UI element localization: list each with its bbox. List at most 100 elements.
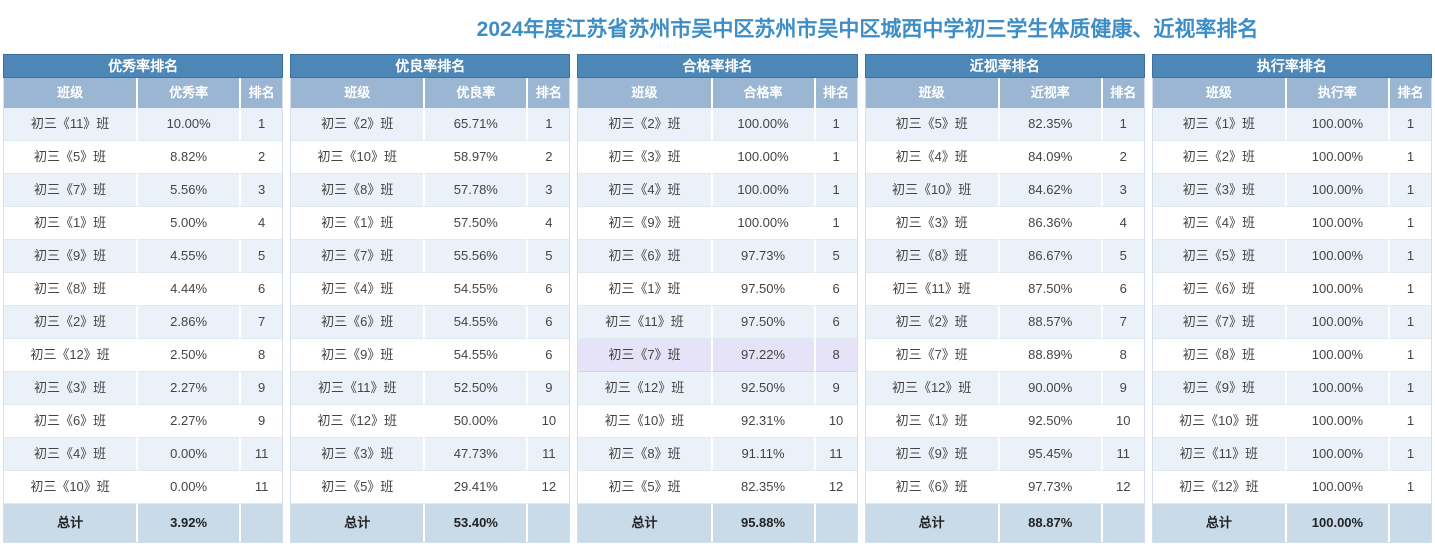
class-cell: 初三《6》班: [865, 471, 998, 504]
table-row[interactable]: 初三《12》班 50.00% 10: [291, 405, 570, 438]
table-row[interactable]: 初三《6》班 100.00% 1: [1152, 273, 1432, 306]
column-header: 执行率: [1284, 78, 1388, 108]
table-row[interactable]: 初三《3》班 100.00% 1: [1152, 174, 1432, 207]
table-row[interactable]: 初三《9》班 4.55% 5: [4, 240, 283, 273]
table-row[interactable]: 初三《7》班 100.00% 1: [1152, 306, 1432, 339]
ranking-tables-row: 优秀率排名 班级 优秀率 排名 初三《11》班 10.00% 1 初三《5》班 8.82% 2 初三…: [0, 43, 1435, 543]
table-row[interactable]: 初三《10》班 84.62% 3: [865, 174, 1144, 207]
table-row[interactable]: 初三《10》班 100.00% 1: [1152, 405, 1432, 438]
rank-cell: 2: [239, 141, 283, 174]
table-row[interactable]: 初三《12》班 90.00% 9: [865, 372, 1144, 405]
table-row[interactable]: 初三《11》班 52.50% 9: [291, 372, 570, 405]
table-row[interactable]: 初三《1》班 5.00% 4: [4, 207, 283, 240]
table-row[interactable]: 初三《11》班 87.50% 6: [865, 273, 1144, 306]
table-row[interactable]: 初三《4》班 84.09% 2: [865, 141, 1144, 174]
rank-cell: 4: [526, 207, 570, 240]
rank-cell: 11: [1100, 438, 1144, 471]
class-cell: 初三《3》班: [1152, 174, 1285, 207]
table-row[interactable]: 初三《9》班 100.00% 1: [1152, 372, 1432, 405]
class-cell: 初三《2》班: [578, 108, 711, 141]
table-row[interactable]: 初三《5》班 82.35% 1: [865, 108, 1144, 141]
class-cell: 初三《6》班: [291, 306, 424, 339]
table-row[interactable]: 初三《1》班 92.50% 10: [865, 405, 1144, 438]
rank-table: 优良率排名 班级 优良率 排名 初三《2》班 65.71% 1 初三《10》班 58.97% 2 初…: [290, 54, 571, 543]
table-row[interactable]: 初三《5》班 100.00% 1: [1152, 240, 1432, 273]
table-row[interactable]: 初三《8》班 100.00% 1: [1152, 339, 1432, 372]
rate-cell: 95.45%: [997, 438, 1101, 471]
table-row[interactable]: 初三《6》班 2.27% 9: [4, 405, 283, 438]
table-row[interactable]: 初三《9》班 100.00% 1: [578, 207, 857, 240]
table-row[interactable]: 初三《8》班 57.78% 3: [291, 174, 570, 207]
rate-cell: 100.00%: [1284, 471, 1388, 504]
table-row[interactable]: 初三《3》班 47.73% 11: [291, 438, 570, 471]
rate-cell: 82.35%: [997, 108, 1101, 141]
table-row[interactable]: 初三《3》班 2.27% 9: [4, 372, 283, 405]
class-cell: 初三《5》班: [578, 471, 711, 504]
column-header: 班级: [865, 78, 998, 108]
class-cell: 初三《8》班: [578, 438, 711, 471]
rank-cell: 5: [239, 240, 283, 273]
table-row[interactable]: 初三《6》班 97.73% 12: [865, 471, 1144, 504]
class-cell: 初三《2》班: [4, 306, 137, 339]
table-row[interactable]: 初三《12》班 92.50% 9: [578, 372, 857, 405]
table-row[interactable]: 初三《2》班 100.00% 1: [1152, 141, 1432, 174]
table-row[interactable]: 初三《10》班 0.00% 11: [4, 471, 283, 504]
column-header: 优良率: [423, 78, 527, 108]
table-row[interactable]: 初三《5》班 29.41% 12: [291, 471, 570, 504]
table-row[interactable]: 初三《12》班 2.50% 8: [4, 339, 283, 372]
table-row[interactable]: 初三《3》班 86.36% 4: [865, 207, 1144, 240]
rank-cell: 3: [1100, 174, 1144, 207]
class-cell: 初三《6》班: [4, 405, 137, 438]
rank-cell: 11: [239, 438, 283, 471]
table-row[interactable]: 初三《2》班 2.86% 7: [4, 306, 283, 339]
table-row[interactable]: 初三《2》班 88.57% 7: [865, 306, 1144, 339]
table-row[interactable]: 初三《2》班 65.71% 1: [291, 108, 570, 141]
table-row[interactable]: 初三《11》班 100.00% 1: [1152, 438, 1432, 471]
table-row[interactable]: 初三《7》班 97.22% 8: [578, 339, 857, 372]
table-row[interactable]: 初三《2》班 100.00% 1: [578, 108, 857, 141]
table-row[interactable]: 初三《1》班 97.50% 6: [578, 273, 857, 306]
table-row[interactable]: 初三《11》班 97.50% 6: [578, 306, 857, 339]
table-row[interactable]: 初三《8》班 91.11% 11: [578, 438, 857, 471]
table-row[interactable]: 初三《1》班 57.50% 4: [291, 207, 570, 240]
table-row[interactable]: 初三《4》班 100.00% 1: [1152, 207, 1432, 240]
table-row[interactable]: 初三《4》班 100.00% 1: [578, 174, 857, 207]
rank-cell: 7: [239, 306, 283, 339]
table-row[interactable]: 初三《7》班 88.89% 8: [865, 339, 1144, 372]
class-cell: 初三《1》班: [578, 273, 711, 306]
table-row[interactable]: 初三《10》班 58.97% 2: [291, 141, 570, 174]
table-row[interactable]: 初三《7》班 5.56% 3: [4, 174, 283, 207]
total-row: 总计 88.87%: [865, 504, 1144, 542]
table-row[interactable]: 初三《6》班 97.73% 5: [578, 240, 857, 273]
rate-cell: 97.50%: [710, 306, 814, 339]
rate-cell: 88.57%: [997, 306, 1101, 339]
rank-cell: 12: [1100, 471, 1144, 504]
class-cell: 初三《3》班: [291, 438, 424, 471]
table-row[interactable]: 初三《12》班 100.00% 1: [1152, 471, 1432, 504]
table-row[interactable]: 初三《9》班 54.55% 6: [291, 339, 570, 372]
table-row[interactable]: 初三《7》班 55.56% 5: [291, 240, 570, 273]
table-row[interactable]: 初三《5》班 8.82% 2: [4, 141, 283, 174]
table-row[interactable]: 初三《4》班 0.00% 11: [4, 438, 283, 471]
table-row[interactable]: 初三《5》班 82.35% 12: [578, 471, 857, 504]
rank-cell: 1: [1387, 240, 1432, 273]
table-row[interactable]: 初三《3》班 100.00% 1: [578, 141, 857, 174]
table-row[interactable]: 初三《8》班 86.67% 5: [865, 240, 1144, 273]
total-rank-cell: [526, 504, 570, 542]
table-row[interactable]: 初三《10》班 92.31% 10: [578, 405, 857, 438]
table-row[interactable]: 初三《11》班 10.00% 1: [4, 108, 283, 141]
rank-cell: 8: [1100, 339, 1144, 372]
table-row[interactable]: 初三《9》班 95.45% 11: [865, 438, 1144, 471]
rate-cell: 2.86%: [136, 306, 240, 339]
rank-cell: 6: [813, 273, 857, 306]
total-rank-cell: [1100, 504, 1144, 542]
table-row[interactable]: 初三《6》班 54.55% 6: [291, 306, 570, 339]
rate-cell: 100.00%: [1284, 174, 1388, 207]
total-value-cell: 100.00%: [1284, 504, 1388, 542]
table-row[interactable]: 初三《8》班 4.44% 6: [4, 273, 283, 306]
table-row[interactable]: 初三《1》班 100.00% 1: [1152, 108, 1432, 141]
table-row[interactable]: 初三《4》班 54.55% 6: [291, 273, 570, 306]
rank-cell: 6: [813, 306, 857, 339]
total-value-cell: 95.88%: [710, 504, 814, 542]
rate-cell: 100.00%: [710, 108, 814, 141]
